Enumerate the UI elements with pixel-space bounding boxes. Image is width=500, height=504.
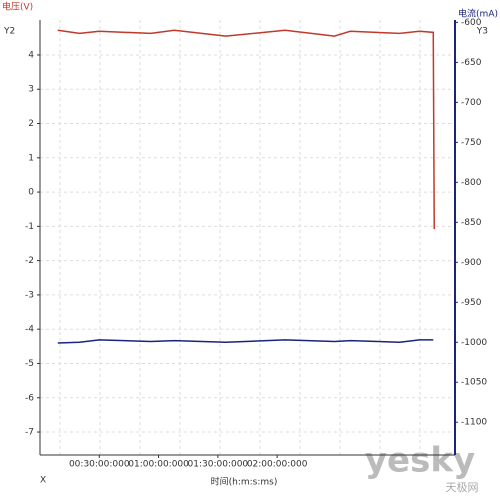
y-axis-title: 电压(V)	[2, 1, 33, 13]
x-tick-label: 00:30:00:000	[69, 460, 130, 470]
y-tick-label: 4	[28, 50, 34, 60]
y2-tick-label: -1100	[461, 418, 487, 428]
y-tick-label: -3	[25, 290, 34, 300]
y2-tick-label: -850	[461, 218, 482, 228]
y2-tick-label: -800	[461, 178, 482, 188]
y-tick-label: 0	[28, 188, 34, 198]
y2-tick-label: -900	[461, 258, 482, 268]
y2-tick-label: -1000	[461, 338, 487, 348]
y-tick-label: 3	[28, 85, 34, 95]
y-tick-label: -7	[25, 428, 34, 438]
y2-tick-label: -650	[461, 58, 482, 68]
y-axis-name: Y2	[3, 27, 15, 37]
y2-axis-name: Y3	[476, 27, 488, 37]
y-tick-label: -2	[25, 256, 34, 266]
y2-tick-label: -1050	[461, 378, 487, 388]
x-axis-name: X	[40, 476, 46, 486]
y2-axis-title: 电流(mA)	[458, 8, 498, 20]
y2-tick-label: -700	[461, 98, 482, 108]
y2-tick-label: -950	[461, 298, 482, 308]
x-tick-label: 01:30:00:000	[188, 460, 249, 470]
y-tick-label: -5	[25, 359, 34, 369]
y-tick-label: -1	[25, 222, 34, 232]
series-line	[57, 29, 435, 230]
y-tick-label: 2	[28, 119, 34, 129]
watermark-site: 天极网	[446, 480, 479, 494]
x-tick-label: 02:00:00:000	[247, 460, 308, 470]
y2-tick-label: -600	[461, 18, 482, 28]
y-tick-label: 1	[28, 153, 34, 163]
series-line	[57, 339, 434, 344]
y-tick-label: -6	[25, 393, 34, 403]
x-tick-label: 01:00:00:000	[128, 460, 189, 470]
y2-tick-label: -750	[461, 138, 482, 148]
x-axis-title: 时间(h:m:s:ms)	[211, 476, 278, 488]
y-tick-label: -4	[25, 325, 34, 335]
